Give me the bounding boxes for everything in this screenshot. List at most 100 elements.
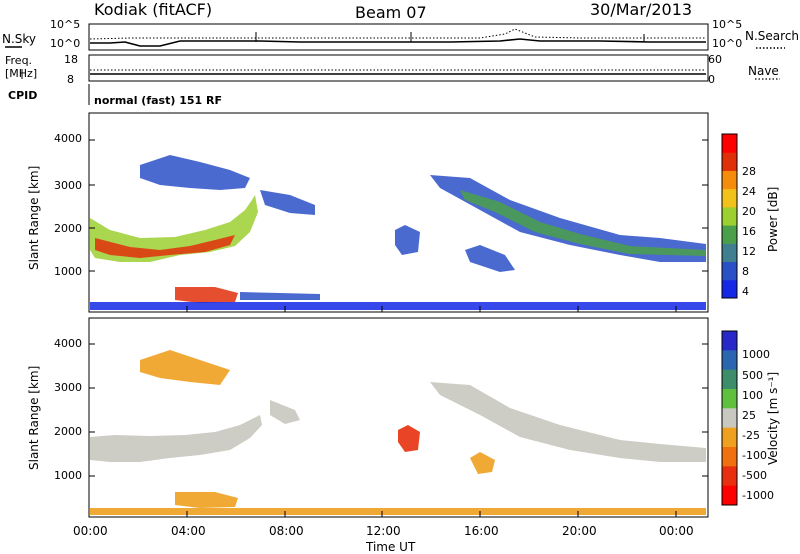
power-region-upper-patch <box>140 155 250 190</box>
nsky-tick-bottom: 10^0 <box>50 37 81 50</box>
power-colorbar-segment <box>722 225 737 244</box>
velocity-region-upper-patch <box>270 400 300 424</box>
power-region-main-band-core <box>95 235 235 258</box>
date-title: 30/Mar/2013 <box>590 0 693 19</box>
velocity-cb-neg25: -25 <box>742 429 760 442</box>
velocity-colorbar-segment <box>722 427 737 448</box>
xtick-0000: 00:00 <box>73 524 108 538</box>
xtick-2000: 20:00 <box>562 524 597 538</box>
xtick-0800: 08:00 <box>269 524 304 538</box>
nsearch-trace <box>89 28 706 40</box>
velocity-colorbar-segment <box>722 485 737 506</box>
power-colorbar <box>721 133 738 299</box>
power-colorbar-segment <box>722 279 737 299</box>
freq-tick-top: 18 <box>64 53 78 66</box>
velocity-region-ground-clutter <box>90 508 706 515</box>
nsky-panel-frame <box>88 23 709 51</box>
power-panel-frame <box>88 112 709 313</box>
power-region-midday-patch <box>395 225 420 255</box>
power-colorbar-segment <box>722 134 737 153</box>
velocity-ytick-2000: 2000 <box>54 425 82 438</box>
velocity-region-upper-patch-2 <box>140 350 230 385</box>
power-cb-16: 16 <box>742 225 756 238</box>
nsearch-tick-top: 10^5 <box>712 18 743 31</box>
xtick-2400: 00:00 <box>659 524 694 538</box>
nave-tick-top: 60 <box>708 53 722 66</box>
freq-label: Freq. <box>5 54 33 67</box>
velocity-colorbar-segment <box>722 466 737 487</box>
velocity-cb-neg1000: -1000 <box>742 489 774 502</box>
velocity-colorbar <box>721 330 738 506</box>
freq-panel-frame <box>88 54 709 82</box>
velocity-colorbar-segment <box>722 389 737 409</box>
beam-title: Beam 07 <box>355 3 427 22</box>
power-region-afternoon-band <box>430 175 706 262</box>
power-panel <box>88 112 709 313</box>
nsearch-label: N.Search <box>745 29 800 43</box>
freq-unit-label: [MHz] <box>5 67 38 80</box>
velocity-cb-1000: 1000 <box>742 348 770 361</box>
freq-tick-bottom: 8 <box>67 73 74 86</box>
power-cb-8: 8 <box>742 265 749 278</box>
velocity-colorbar-frame <box>721 330 738 506</box>
velocity-cb-500: 500 <box>742 369 763 382</box>
power-colorbar-segment <box>722 170 737 190</box>
nave-tick-bottom: 0 <box>708 73 715 86</box>
power-ytick-4000: 4000 <box>54 132 82 145</box>
velocity-ytick-4000: 4000 <box>54 337 82 350</box>
power-colorbar-segment <box>722 261 737 281</box>
nsearch-tick-bottom: 10^0 <box>712 37 743 50</box>
velocity-panel <box>88 317 709 518</box>
cpid-text: normal (fast) 151 RF <box>94 94 222 107</box>
power-region-ground-clutter <box>90 302 706 310</box>
velocity-colorbar-segment <box>722 331 737 351</box>
nave-label: Nave <box>748 64 779 78</box>
power-cb-24: 24 <box>742 185 756 198</box>
xaxis-label: Time UT <box>366 540 416 554</box>
power-colorbar-segment <box>722 188 737 208</box>
velocity-colorbar-segment <box>722 350 737 371</box>
velocity-ytick-1000: 1000 <box>54 469 82 482</box>
velocity-colorbar-segment <box>722 408 737 429</box>
power-ytick-2000: 2000 <box>54 222 82 235</box>
velocity-region-midday-patch-2 <box>470 452 495 474</box>
velocity-cb-25: 25 <box>742 409 756 422</box>
cpid-label: CPID <box>8 89 38 102</box>
power-cb-4: 4 <box>742 285 749 298</box>
velocity-region-main-band <box>90 415 262 462</box>
velocity-panel-frame <box>88 317 709 518</box>
velocity-region-midday-patch <box>398 425 420 452</box>
power-cb-28: 28 <box>742 165 756 178</box>
velocity-cb-100: 100 <box>742 389 763 402</box>
velocity-cb-neg500: -500 <box>742 469 767 482</box>
power-cb-20: 20 <box>742 205 756 218</box>
power-ytick-1000: 1000 <box>54 265 82 278</box>
nsky-trace <box>90 38 706 47</box>
velocity-ytick-3000: 3000 <box>54 381 82 394</box>
xtick-1600: 16:00 <box>464 524 499 538</box>
velocity-colorbar-segment <box>722 447 737 467</box>
velocity-region-afternoon-band <box>430 382 706 462</box>
power-region-upper-patch-2 <box>260 190 315 215</box>
nsky-label: N.Sky <box>2 32 37 46</box>
velocity-colorbar-segment <box>722 369 737 390</box>
velocity-scatter-regions <box>90 350 706 515</box>
power-scatter-regions <box>90 155 706 310</box>
axis-ticks <box>88 139 708 517</box>
xtick-1200: 12:00 <box>366 524 401 538</box>
power-colorbar-segment <box>722 206 737 226</box>
power-region-near-range-echo <box>175 287 238 303</box>
power-region-midday-patch-2 <box>465 245 515 272</box>
station-title: Kodiak (fitACF) <box>94 0 213 19</box>
power-colorbar-frame <box>721 133 738 299</box>
nsky-tick-top: 10^5 <box>50 18 81 31</box>
power-region-near-range-weak <box>240 292 320 300</box>
power-region-afternoon-band-core <box>460 190 706 256</box>
xtick-0400: 04:00 <box>171 524 206 538</box>
power-cb-12: 12 <box>742 245 756 258</box>
velocity-cb-neg100: -100 <box>742 449 767 462</box>
power-ytick-3000: 3000 <box>54 179 82 192</box>
power-colorbar-segment <box>722 243 737 263</box>
velocity-region-near-range-echo <box>175 492 238 508</box>
